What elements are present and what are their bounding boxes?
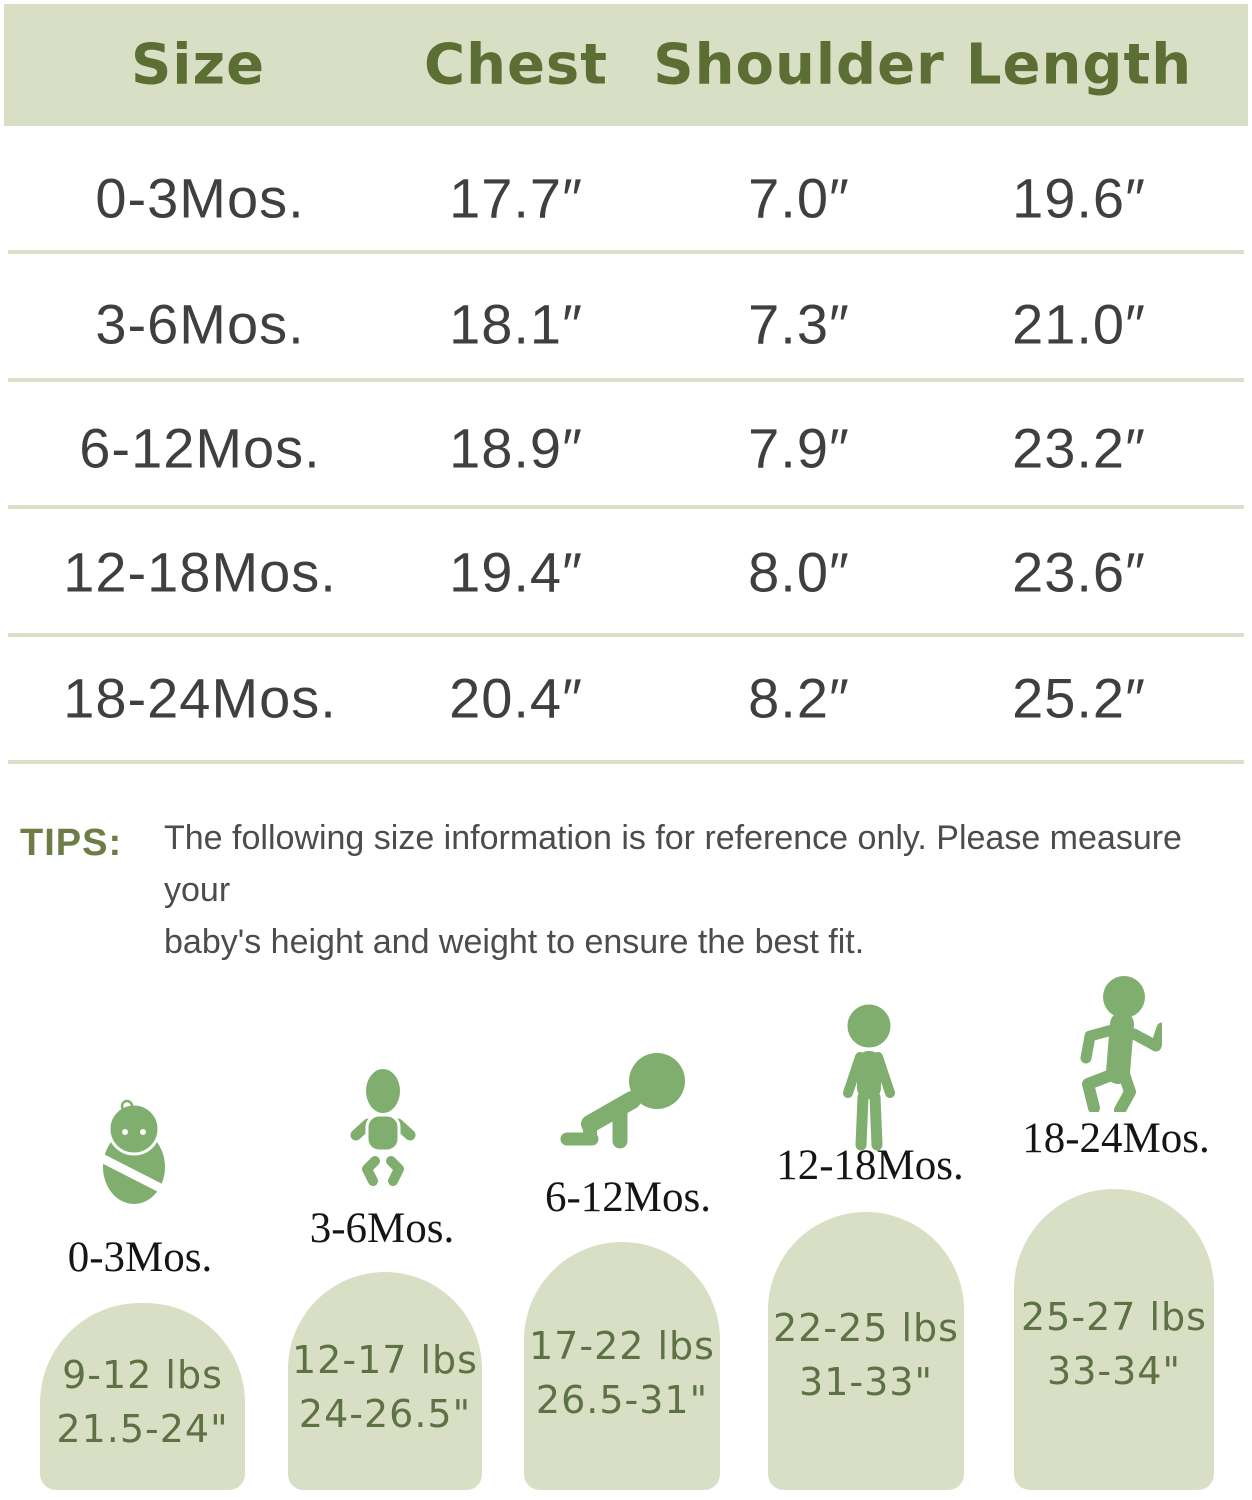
running-child-icon [1066, 972, 1168, 1116]
weight-range: 17-22 lbs [529, 1324, 715, 1368]
chest-cell: 20.4″ [449, 666, 583, 730]
tips-text-line2: baby's height and weight to ensure the b… [164, 923, 865, 961]
height-range: 33-34" [1047, 1349, 1181, 1393]
table-row: 3-6Mos. 18.1″ 7.3″ 21.0″ [0, 279, 1252, 369]
height-range: 31-33" [799, 1360, 933, 1404]
shoulder-cell: 7.3″ [748, 292, 850, 356]
weight-range: 25-27 lbs [1021, 1295, 1207, 1339]
size-cell: 0-3Mos. [95, 166, 305, 230]
weight-range: 9-12 lbs [62, 1353, 223, 1397]
chest-cell: 19.4″ [449, 540, 583, 604]
swaddled-newborn-icon [85, 1098, 188, 1205]
shoulder-cell: 8.2″ [748, 666, 850, 730]
height-range: 21.5-24" [56, 1407, 229, 1451]
stage-range-card: 9-12 lbs 21.5-24" [40, 1303, 245, 1490]
weight-range: 12-17 lbs [292, 1338, 478, 1382]
column-header-length: Length [965, 32, 1193, 98]
sitting-baby-icon [347, 1066, 419, 1186]
shoulder-cell: 7.9″ [748, 416, 850, 480]
row-divider [8, 760, 1244, 764]
crawling-baby-icon [558, 1048, 690, 1152]
column-header-chest: Chest [423, 32, 609, 98]
chest-cell: 17.7″ [449, 166, 583, 230]
chest-cell: 18.1″ [449, 292, 583, 356]
table-row: 12-18Mos. 19.4″ 8.0″ 23.6″ [0, 527, 1252, 617]
row-divider [8, 633, 1244, 637]
length-cell: 23.2″ [1012, 416, 1146, 480]
column-header-size: Size [130, 32, 266, 98]
table-row: 18-24Mos. 20.4″ 8.2″ 25.2″ [0, 653, 1252, 743]
height-range: 24-26.5" [298, 1392, 472, 1436]
stage-range-card: 12-17 lbs 24-26.5" [288, 1272, 482, 1490]
stage-range-card: 25-27 lbs 33-34" [1014, 1189, 1214, 1490]
row-divider [8, 378, 1244, 382]
size-cell: 6-12Mos. [79, 416, 321, 480]
standing-toddler-icon [830, 1000, 908, 1152]
stage-label-0-3: 0-3Mos. [67, 1234, 213, 1281]
length-cell: 25.2″ [1012, 666, 1146, 730]
tips-text-line1: The following size information is for re… [164, 819, 1182, 909]
height-range: 26.5-31" [535, 1378, 709, 1422]
stage-range-card: 17-22 lbs 26.5-31" [524, 1242, 720, 1490]
size-cell: 18-24Mos. [63, 666, 337, 730]
chest-cell: 18.9″ [449, 416, 583, 480]
table-row: 6-12Mos. 18.9″ 7.9″ 23.2″ [0, 403, 1252, 493]
table-header-row: Size Chest Shoulder Length [4, 4, 1248, 126]
shoulder-cell: 7.0″ [748, 166, 850, 230]
row-divider [8, 505, 1244, 509]
row-divider [8, 250, 1244, 254]
stage-range-card: 22-25 lbs 31-33" [768, 1212, 964, 1490]
stage-label-12-18: 12-18Mos. [776, 1142, 964, 1189]
stage-label-3-6: 3-6Mos. [309, 1205, 455, 1252]
tips-label: TIPS: [20, 822, 123, 864]
stage-label-6-12: 6-12Mos. [544, 1174, 712, 1221]
tips-text: The following size information is for re… [164, 812, 1252, 968]
size-cell: 3-6Mos. [95, 292, 305, 356]
column-header-shoulder: Shoulder [653, 32, 945, 98]
table-row: 0-3Mos. 17.7″ 7.0″ 19.6″ [0, 153, 1252, 243]
length-cell: 19.6″ [1012, 166, 1146, 230]
stage-label-18-24: 18-24Mos. [1022, 1115, 1210, 1162]
shoulder-cell: 8.0″ [748, 540, 850, 604]
size-cell: 12-18Mos. [63, 540, 337, 604]
length-cell: 23.6″ [1012, 540, 1146, 604]
length-cell: 21.0″ [1012, 292, 1146, 356]
weight-range: 22-25 lbs [773, 1306, 959, 1350]
